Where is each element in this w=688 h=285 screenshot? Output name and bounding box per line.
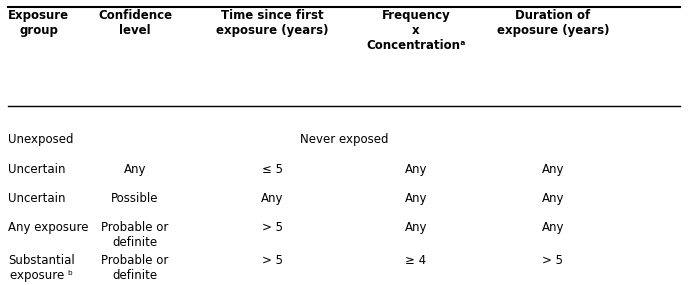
Text: Any: Any bbox=[405, 192, 427, 205]
Text: Any: Any bbox=[541, 163, 564, 176]
Text: Any: Any bbox=[405, 163, 427, 176]
Text: Never exposed: Never exposed bbox=[300, 133, 388, 146]
Text: Time since first
exposure (years): Time since first exposure (years) bbox=[216, 9, 328, 37]
Text: > 5: > 5 bbox=[261, 221, 283, 234]
Text: Unexposed: Unexposed bbox=[8, 133, 74, 146]
Text: Substantial
exposure ᵇ: Substantial exposure ᵇ bbox=[8, 254, 75, 282]
Text: Any: Any bbox=[541, 192, 564, 205]
Text: Probable or
definite: Probable or definite bbox=[101, 254, 169, 282]
Text: Duration of
exposure (years): Duration of exposure (years) bbox=[497, 9, 610, 37]
Text: > 5: > 5 bbox=[543, 254, 563, 267]
Text: Any: Any bbox=[124, 163, 147, 176]
Text: Frequency
x
Concentrationᵃ: Frequency x Concentrationᵃ bbox=[366, 9, 466, 52]
Text: Uncertain: Uncertain bbox=[8, 163, 66, 176]
Text: Any: Any bbox=[541, 221, 564, 234]
Text: Any: Any bbox=[261, 192, 283, 205]
Text: Any: Any bbox=[405, 221, 427, 234]
Text: Exposure
group: Exposure group bbox=[8, 9, 69, 37]
Text: ≤ 5: ≤ 5 bbox=[261, 163, 283, 176]
Text: Uncertain: Uncertain bbox=[8, 192, 66, 205]
Text: Any exposure: Any exposure bbox=[8, 221, 89, 234]
Text: ≥ 4: ≥ 4 bbox=[405, 254, 427, 267]
Text: Possible: Possible bbox=[111, 192, 159, 205]
Text: > 5: > 5 bbox=[261, 254, 283, 267]
Text: Confidence
level: Confidence level bbox=[98, 9, 172, 37]
Text: Probable or
definite: Probable or definite bbox=[101, 221, 169, 249]
